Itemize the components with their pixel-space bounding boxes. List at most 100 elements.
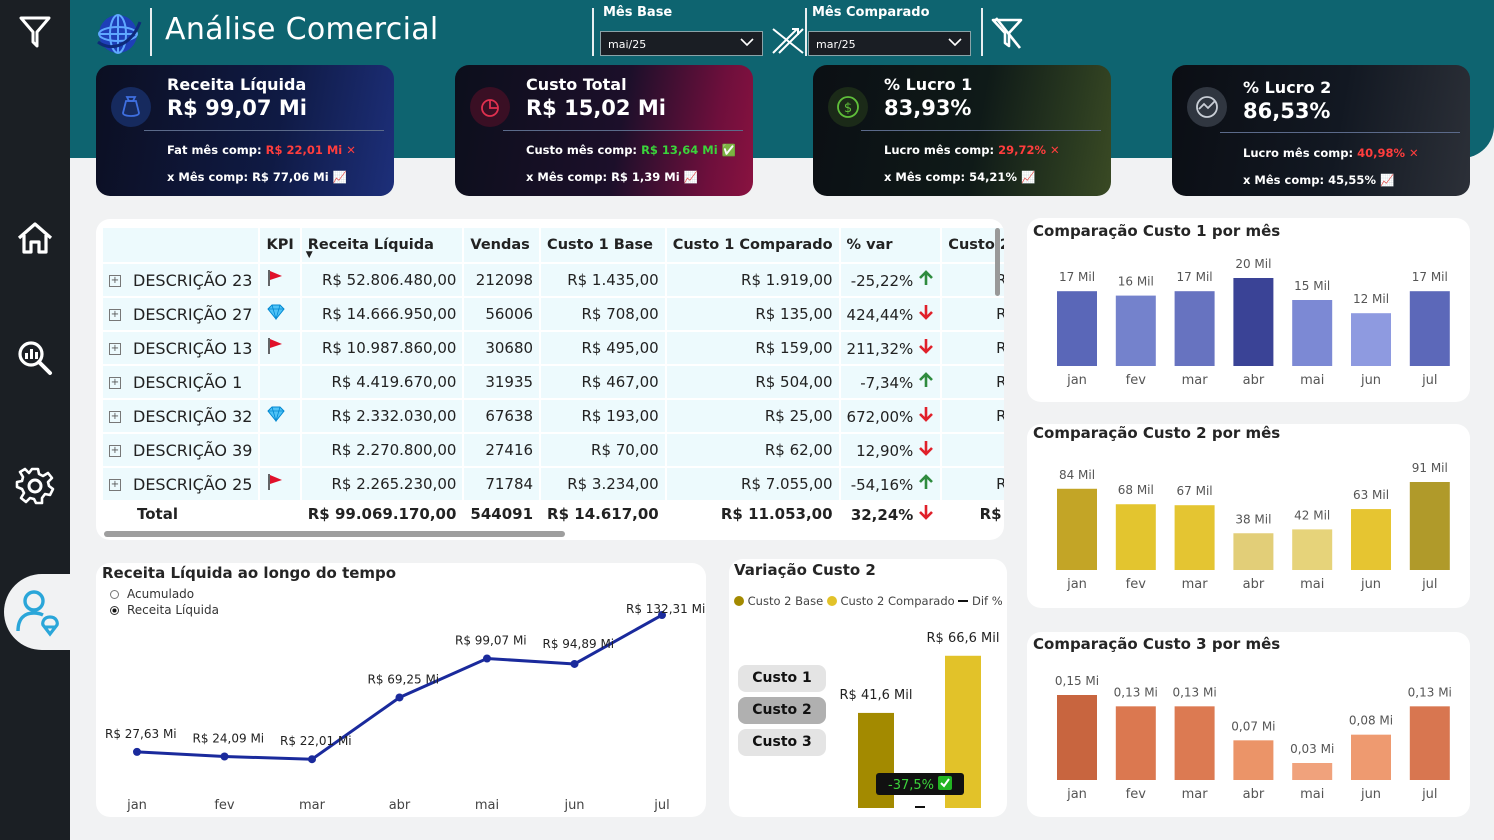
bar[interactable] (1292, 529, 1333, 570)
cross-mark-icon: ✕ (1409, 146, 1419, 160)
vertical-scrollbar[interactable] (995, 228, 1000, 296)
bar[interactable] (1057, 291, 1097, 366)
radio-option-accumulated[interactable]: Acumulado (110, 587, 194, 601)
data-point[interactable] (395, 693, 404, 702)
table-header-row: KPI Receita Líquida ▼ Vendas Custo 1 Base… (103, 228, 1004, 262)
bar[interactable] (1351, 509, 1391, 570)
chart-emoji-icon: 📈 (1379, 173, 1395, 187)
bar[interactable] (1409, 706, 1450, 780)
data-point[interactable] (483, 654, 491, 663)
bar-value-label: R$ 66,6 Mil (927, 631, 1000, 646)
bar[interactable] (1292, 763, 1333, 780)
chart-title: Variação Custo 2 (734, 561, 876, 579)
column-header[interactable]: Vendas (464, 228, 540, 262)
cell-c2b: R$ 41.61 (942, 502, 1004, 526)
cell-kpi (260, 332, 300, 364)
custo2-button[interactable]: Custo 2 (738, 697, 826, 724)
expand-plus-icon[interactable]: + (109, 343, 121, 355)
expand-plus-icon[interactable]: + (109, 377, 121, 389)
bar[interactable] (1409, 291, 1450, 366)
arrow-down-red-icon (918, 441, 934, 460)
page-title: Análise Comercial (165, 12, 439, 47)
data-point[interactable] (133, 747, 141, 756)
expand-plus-icon[interactable]: + (109, 479, 121, 491)
kpi-comp-value: R$ 13,64 Mi (641, 143, 718, 157)
cell-c2b: R$ 7.92 (942, 468, 1004, 500)
bar[interactable] (1233, 278, 1274, 366)
bar[interactable] (1292, 300, 1333, 366)
bar[interactable] (1115, 706, 1156, 780)
bar[interactable] (1233, 533, 1274, 570)
custo1-bar-chart-svg: 17 Mil jan 16 Mil fev 17 Mil mar 20 Mil abr 15 M… (1057, 257, 1450, 388)
legend-label: Dif % (972, 594, 1003, 608)
x-tick-label: jun (1360, 787, 1381, 802)
bar[interactable] (1351, 734, 1391, 780)
column-header[interactable]: KPI (260, 228, 300, 262)
sort-desc-icon: ▼ (305, 250, 313, 260)
custo2-bar-chart-svg: 84 Mil jan 68 Mil fev 67 Mil mar 38 Mil abr 42 M… (1057, 461, 1450, 592)
line-chart-svg: R$ 27,63 Mi jan R$ 24,09 Mi fev R$ 22,01 Mi m… (105, 602, 705, 813)
bar[interactable] (1115, 504, 1156, 570)
table-row[interactable]: + DESCRIÇÃO 39 R$ 2.270.800,00 27416 R$ 70,0… (103, 434, 1004, 466)
clear-filter-icon[interactable] (990, 16, 1024, 54)
month-compared-dropdown[interactable]: mar/25 (808, 31, 971, 56)
bar[interactable] (1174, 706, 1215, 780)
bar[interactable] (1351, 313, 1391, 366)
x-tick-label: abr (1243, 787, 1265, 802)
slicer-divider (981, 8, 983, 56)
column-header[interactable]: Custo 1 Base (541, 228, 665, 262)
kpi-card-custo[interactable]: Custo Total R$ 15,02 Mi Custo mês comp: … (455, 65, 753, 196)
bar[interactable] (1115, 295, 1156, 366)
gear-icon[interactable] (0, 456, 70, 516)
table-row[interactable]: + DESCRIÇÃO 32 R$ 2.332.030,00 67638 R$ 193,… (103, 400, 1004, 432)
bar[interactable] (1409, 482, 1450, 570)
expand-plus-icon[interactable]: + (109, 445, 121, 457)
data-point[interactable] (570, 659, 579, 668)
bar[interactable] (1174, 505, 1215, 570)
search-analytics-icon[interactable] (0, 328, 70, 388)
bar[interactable] (1057, 695, 1097, 780)
month-base-dropdown[interactable]: mai/25 (600, 31, 763, 56)
bar[interactable] (1057, 488, 1097, 570)
table-row[interactable]: + DESCRIÇÃO 1 R$ 4.419.670,00 31935 R$ 467,0… (103, 366, 1004, 398)
legend-line-dif (958, 600, 969, 602)
cell-kpi (260, 264, 300, 296)
swap-icon[interactable] (770, 26, 806, 60)
horizontal-scrollbar[interactable] (104, 531, 565, 537)
filter-icon[interactable] (0, 2, 70, 62)
expand-plus-icon[interactable]: + (109, 309, 121, 321)
custo3-button[interactable]: Custo 3 (738, 729, 826, 756)
cell-c1c: R$ 7.055,00 (666, 468, 839, 500)
custo1-button[interactable]: Custo 1 (738, 665, 826, 692)
cell-desc: Total (103, 502, 259, 526)
expand-plus-icon[interactable]: + (109, 411, 121, 423)
bar[interactable] (1233, 740, 1274, 780)
table-row[interactable]: + DESCRIÇÃO 25 R$ 2.265.230,00 71784 R$ 3.23… (103, 468, 1004, 500)
data-point[interactable] (220, 752, 229, 761)
kpi-card-lucro2[interactable]: % Lucro 2 86,53% Lucro mês comp: 40,98% … (1172, 65, 1470, 196)
cross-mark-icon: ✕ (346, 143, 356, 157)
column-header[interactable]: % var (840, 228, 941, 262)
column-header[interactable]: Custo 1 Comparado (666, 228, 839, 262)
table-row[interactable]: + DESCRIÇÃO 23 R$ 52.806.480,00 212098 R$ 1.… (103, 264, 1004, 296)
bar[interactable] (1174, 291, 1215, 366)
table-row[interactable]: + DESCRIÇÃO 27 R$ 14.666.950,00 56006 R$ 708… (103, 298, 1004, 330)
radio-option-receita[interactable]: Receita Líquida (110, 603, 219, 617)
column-header[interactable]: Custo 2 Base (942, 228, 1004, 262)
data-label: R$ 69,25 Mi (368, 672, 440, 686)
table-row[interactable]: + DESCRIÇÃO 13 R$ 10.987.860,00 30680 R$ 495… (103, 332, 1004, 364)
home-icon[interactable] (0, 208, 70, 268)
kpi-card-lucro1[interactable]: $ % Lucro 1 83,93% Lucro mês comp: 29,72… (813, 65, 1111, 196)
bar-value-label: 91 Mil (1412, 461, 1448, 475)
table-total-row[interactable]: Total R$ 99.069.170,00 544091 R$ 14.617,00 R… (103, 502, 1004, 526)
x-tick-label: jun (563, 798, 584, 813)
radio-unselected-icon (110, 590, 119, 599)
cell-kpi (260, 298, 300, 330)
user-location-icon[interactable] (4, 574, 74, 650)
data-point[interactable] (308, 755, 316, 764)
column-header-sorted[interactable]: Receita Líquida ▼ (301, 228, 463, 262)
data-point[interactable] (658, 611, 666, 620)
variation-legend: Custo 2 Base Custo 2 Comparado Dif % (734, 594, 1003, 608)
kpi-card-receita[interactable]: Receita Líquida R$ 99,07 Mi Fat mês comp… (96, 65, 394, 196)
expand-plus-icon[interactable]: + (109, 275, 121, 287)
